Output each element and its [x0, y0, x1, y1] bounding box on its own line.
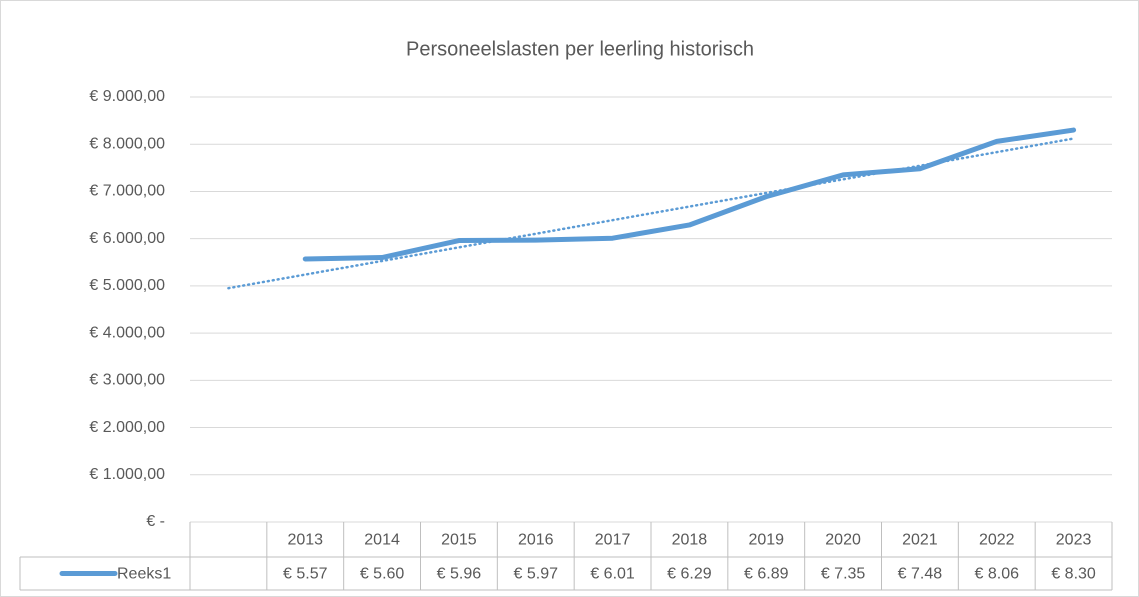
- table-value: € 6.29: [667, 566, 712, 583]
- chart-title: Personeelslasten per leerling historisch: [406, 38, 754, 60]
- x-tick-label: 2023: [1056, 532, 1092, 549]
- y-tick-label: € 1.000,00: [89, 466, 165, 483]
- legend-label: Reeks1: [117, 566, 171, 583]
- y-tick-label: € 7.000,00: [89, 183, 165, 200]
- table-value: € 7.35: [821, 566, 866, 583]
- x-tick-label: 2017: [595, 532, 631, 549]
- x-tick-label: 2016: [518, 532, 554, 549]
- x-tick-label: 2013: [287, 532, 323, 549]
- y-tick-label: € 4.000,00: [89, 324, 165, 341]
- y-tick-label: € -: [146, 513, 165, 530]
- x-tick-label: 2020: [825, 532, 861, 549]
- table-value: € 5.96: [437, 566, 482, 583]
- table-value: € 8.30: [1051, 566, 1096, 583]
- y-tick-label: € 3.000,00: [89, 372, 165, 389]
- x-tick-label: 2018: [672, 532, 708, 549]
- x-tick-label: 2015: [441, 532, 477, 549]
- x-tick-label: 2019: [748, 532, 784, 549]
- data-line: [302, 127, 1077, 262]
- x-tick-label: 2022: [979, 532, 1015, 549]
- y-tick-label: € 2.000,00: [89, 419, 165, 436]
- table-value: € 5.97: [514, 566, 559, 583]
- y-tick-label: € 6.000,00: [89, 230, 165, 247]
- table-value: € 6.01: [590, 566, 635, 583]
- y-tick-label: € 9.000,00: [89, 88, 165, 105]
- x-tick-label: 2021: [902, 532, 938, 549]
- table-value: € 5.60: [360, 566, 405, 583]
- table-value: € 8.06: [975, 566, 1020, 583]
- table-value: € 6.89: [744, 566, 789, 583]
- y-tick-label: € 5.000,00: [89, 277, 165, 294]
- table-value: € 5.57: [283, 566, 328, 583]
- y-tick-label: € 8.000,00: [89, 135, 165, 152]
- table-value: € 7.48: [898, 566, 943, 583]
- x-tick-label: 2014: [364, 532, 400, 549]
